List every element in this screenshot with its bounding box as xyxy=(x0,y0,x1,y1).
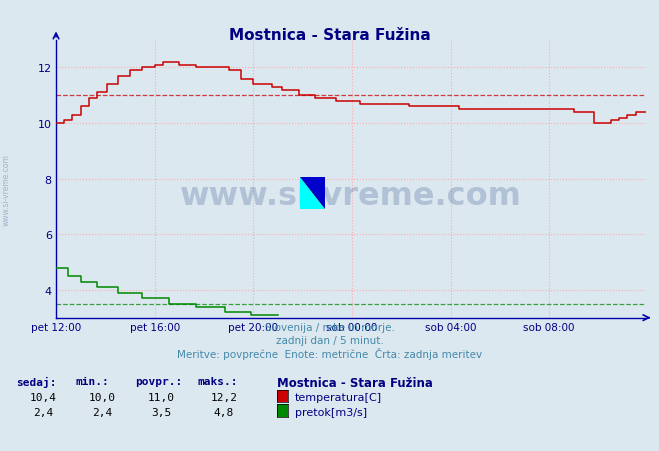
Polygon shape xyxy=(300,177,325,210)
Text: Mostnica - Stara Fužina: Mostnica - Stara Fužina xyxy=(229,28,430,43)
Text: zadnji dan / 5 minut.: zadnji dan / 5 minut. xyxy=(275,335,384,345)
Text: 2,4: 2,4 xyxy=(33,407,53,417)
Text: 10,0: 10,0 xyxy=(89,392,115,402)
Text: sedaj:: sedaj: xyxy=(16,377,57,387)
Text: www.si-vreme.com: www.si-vreme.com xyxy=(180,180,522,212)
Text: min.:: min.: xyxy=(76,377,109,387)
Text: 4,8: 4,8 xyxy=(214,407,234,417)
Text: Mostnica - Stara Fužina: Mostnica - Stara Fužina xyxy=(277,377,433,390)
Text: pretok[m3/s]: pretok[m3/s] xyxy=(295,407,367,417)
Text: maks.:: maks.: xyxy=(198,377,238,387)
Polygon shape xyxy=(300,177,325,210)
Text: Slovenija / reke in morje.: Slovenija / reke in morje. xyxy=(264,322,395,332)
Text: 3,5: 3,5 xyxy=(152,407,171,417)
Text: 2,4: 2,4 xyxy=(92,407,112,417)
Text: povpr.:: povpr.: xyxy=(135,377,183,387)
Text: Meritve: povprečne  Enote: metrične  Črta: zadnja meritev: Meritve: povprečne Enote: metrične Črta:… xyxy=(177,348,482,360)
Text: 10,4: 10,4 xyxy=(30,392,56,402)
Text: 12,2: 12,2 xyxy=(211,392,237,402)
Text: www.si-vreme.com: www.si-vreme.com xyxy=(2,153,11,226)
Text: temperatura[C]: temperatura[C] xyxy=(295,392,382,402)
Text: 11,0: 11,0 xyxy=(148,392,175,402)
